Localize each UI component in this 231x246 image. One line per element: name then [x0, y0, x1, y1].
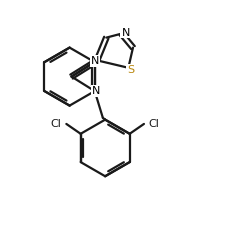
- Text: N: N: [90, 56, 98, 66]
- Text: N: N: [91, 86, 100, 96]
- Text: N: N: [121, 28, 129, 38]
- Text: S: S: [127, 65, 134, 75]
- Text: Cl: Cl: [148, 119, 159, 129]
- Text: Cl: Cl: [51, 119, 61, 129]
